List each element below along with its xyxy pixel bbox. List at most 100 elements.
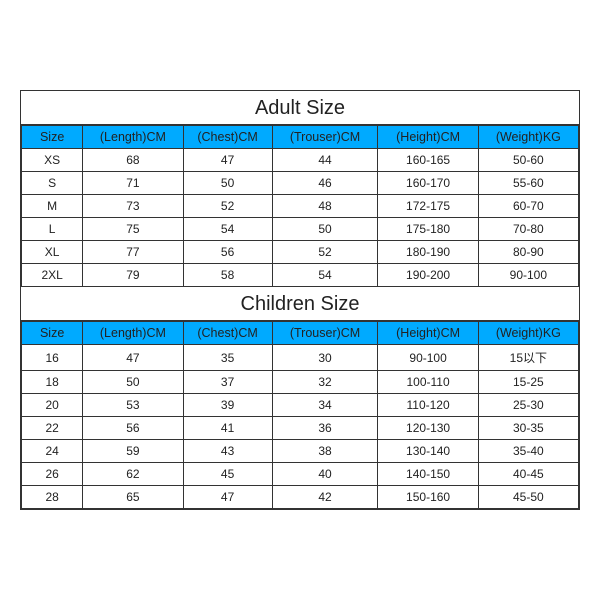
cell: 150-160 [378, 486, 478, 509]
cell: 58 [183, 264, 272, 287]
children-title: Children Size [21, 287, 579, 321]
cell: 15-25 [478, 371, 578, 394]
table-row: 24 59 43 38 130-140 35-40 [22, 440, 579, 463]
cell: XL [22, 241, 83, 264]
cell: 77 [83, 241, 183, 264]
cell: 52 [272, 241, 378, 264]
cell: 90-100 [378, 345, 478, 371]
table-row: 18 50 37 32 100-110 15-25 [22, 371, 579, 394]
cell: 140-150 [378, 463, 478, 486]
cell: 47 [183, 149, 272, 172]
cell: 180-190 [378, 241, 478, 264]
cell: 48 [272, 195, 378, 218]
cell: 75 [83, 218, 183, 241]
children-table: Size (Length)CM (Chest)CM (Trouser)CM (H… [21, 321, 579, 509]
adult-title: Adult Size [21, 91, 579, 125]
cell: 71 [83, 172, 183, 195]
cell: 34 [272, 394, 378, 417]
cell: 20 [22, 394, 83, 417]
cell: 50-60 [478, 149, 578, 172]
table-row: 2XL 79 58 54 190-200 90-100 [22, 264, 579, 287]
cell: 44 [272, 149, 378, 172]
cell: 79 [83, 264, 183, 287]
cell: 52 [183, 195, 272, 218]
col-height: (Height)CM [378, 126, 478, 149]
cell: 30 [272, 345, 378, 371]
table-row: XS 68 47 44 160-165 50-60 [22, 149, 579, 172]
col-height: (Height)CM [378, 322, 478, 345]
cell: 42 [272, 486, 378, 509]
adult-header-row: Size (Length)CM (Chest)CM (Trouser)CM (H… [22, 126, 579, 149]
cell: 70-80 [478, 218, 578, 241]
cell: S [22, 172, 83, 195]
cell: 54 [272, 264, 378, 287]
cell: 46 [272, 172, 378, 195]
cell: 160-165 [378, 149, 478, 172]
cell: XS [22, 149, 83, 172]
table-row: S 71 50 46 160-170 55-60 [22, 172, 579, 195]
col-weight: (Weight)KG [478, 322, 578, 345]
cell: 18 [22, 371, 83, 394]
cell: 47 [183, 486, 272, 509]
cell: 28 [22, 486, 83, 509]
cell: 110-120 [378, 394, 478, 417]
cell: 73 [83, 195, 183, 218]
cell: 24 [22, 440, 83, 463]
cell: 40-45 [478, 463, 578, 486]
cell: 43 [183, 440, 272, 463]
cell: 90-100 [478, 264, 578, 287]
cell: M [22, 195, 83, 218]
children-header-row: Size (Length)CM (Chest)CM (Trouser)CM (H… [22, 322, 579, 345]
cell: 80-90 [478, 241, 578, 264]
cell: 190-200 [378, 264, 478, 287]
cell: 45-50 [478, 486, 578, 509]
col-length: (Length)CM [83, 126, 183, 149]
cell: 41 [183, 417, 272, 440]
cell: 65 [83, 486, 183, 509]
col-trouser: (Trouser)CM [272, 126, 378, 149]
cell: 55-60 [478, 172, 578, 195]
cell: 15以下 [478, 345, 578, 371]
cell: 100-110 [378, 371, 478, 394]
cell: 26 [22, 463, 83, 486]
cell: 30-35 [478, 417, 578, 440]
cell: L [22, 218, 83, 241]
table-row: M 73 52 48 172-175 60-70 [22, 195, 579, 218]
cell: 53 [83, 394, 183, 417]
col-size: Size [22, 126, 83, 149]
cell: 35 [183, 345, 272, 371]
cell: 47 [83, 345, 183, 371]
cell: 35-40 [478, 440, 578, 463]
table-row: XL 77 56 52 180-190 80-90 [22, 241, 579, 264]
table-row: 16 47 35 30 90-100 15以下 [22, 345, 579, 371]
table-row: 26 62 45 40 140-150 40-45 [22, 463, 579, 486]
cell: 50 [272, 218, 378, 241]
cell: 60-70 [478, 195, 578, 218]
cell: 172-175 [378, 195, 478, 218]
col-chest: (Chest)CM [183, 126, 272, 149]
cell: 160-170 [378, 172, 478, 195]
cell: 2XL [22, 264, 83, 287]
col-trouser: (Trouser)CM [272, 322, 378, 345]
cell: 130-140 [378, 440, 478, 463]
col-size: Size [22, 322, 83, 345]
size-chart: Adult Size Size (Length)CM (Chest)CM (Tr… [20, 90, 580, 510]
cell: 25-30 [478, 394, 578, 417]
cell: 56 [83, 417, 183, 440]
cell: 50 [183, 172, 272, 195]
col-chest: (Chest)CM [183, 322, 272, 345]
cell: 62 [83, 463, 183, 486]
cell: 32 [272, 371, 378, 394]
cell: 37 [183, 371, 272, 394]
table-row: L 75 54 50 175-180 70-80 [22, 218, 579, 241]
cell: 40 [272, 463, 378, 486]
table-row: 20 53 39 34 110-120 25-30 [22, 394, 579, 417]
cell: 54 [183, 218, 272, 241]
cell: 59 [83, 440, 183, 463]
cell: 16 [22, 345, 83, 371]
cell: 45 [183, 463, 272, 486]
col-length: (Length)CM [83, 322, 183, 345]
cell: 22 [22, 417, 83, 440]
table-row: 22 56 41 36 120-130 30-35 [22, 417, 579, 440]
cell: 175-180 [378, 218, 478, 241]
